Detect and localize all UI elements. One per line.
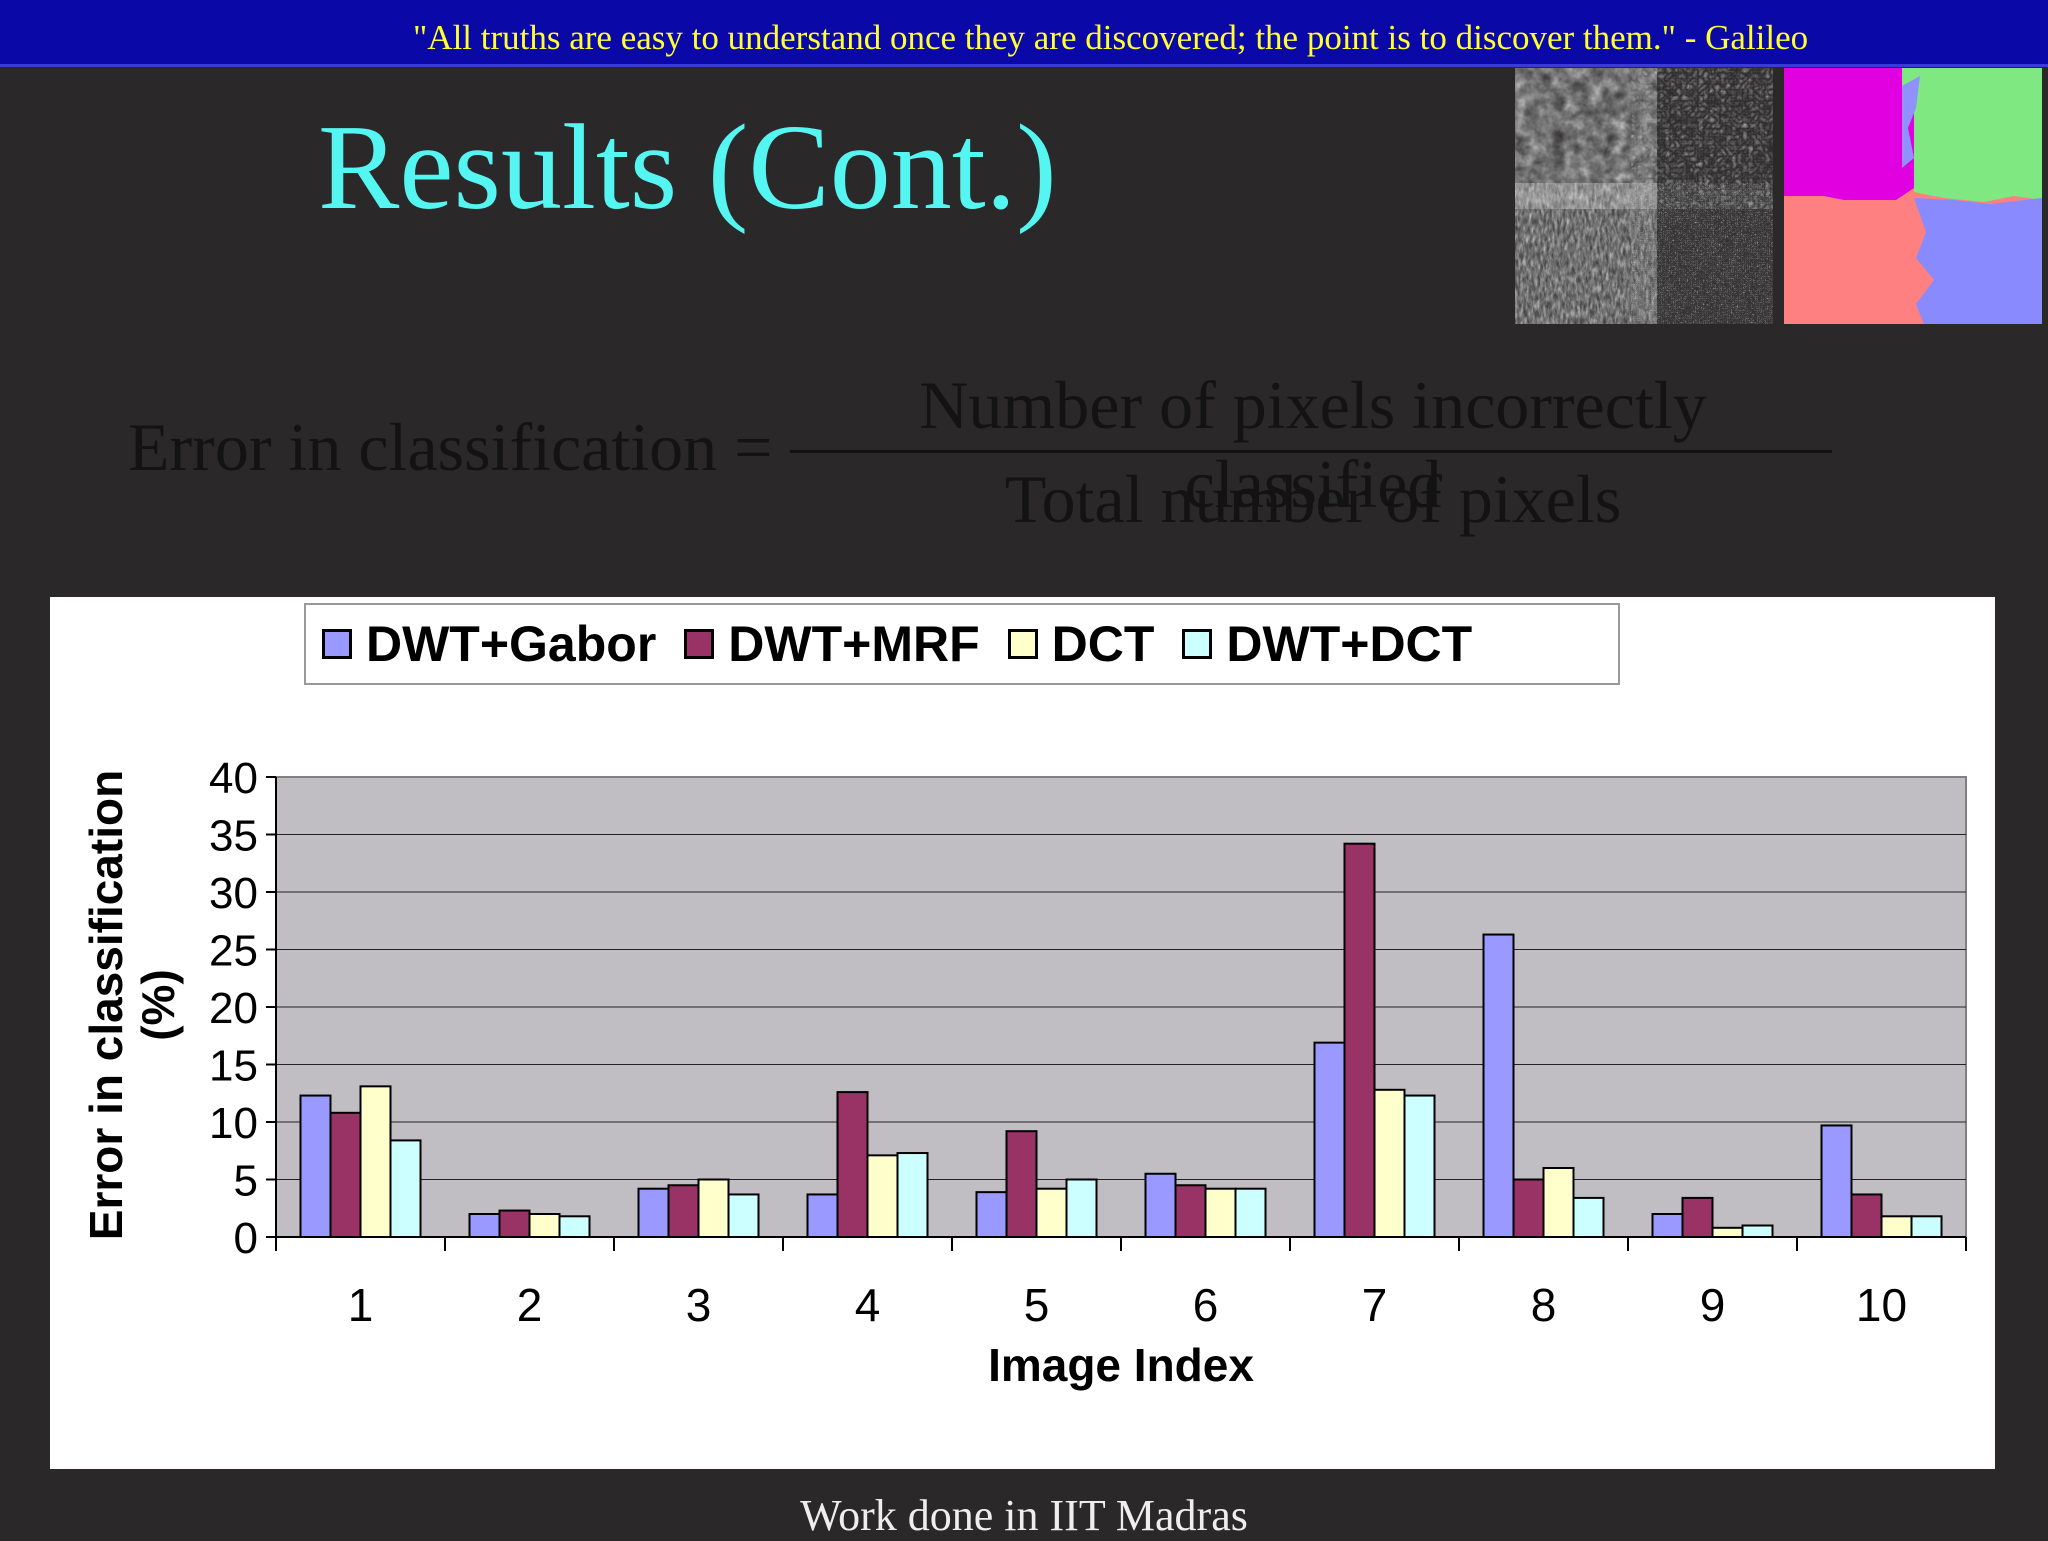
bar xyxy=(896,1152,929,1238)
bar xyxy=(1234,1187,1267,1239)
legend-item-dwt-dct: DWT+DCT xyxy=(1182,615,1472,673)
x-tick-label: 7 xyxy=(1362,1279,1388,1331)
bar xyxy=(1174,1184,1207,1238)
bar xyxy=(299,1094,332,1238)
bar xyxy=(667,1184,700,1238)
y-tick-label: 25 xyxy=(209,927,258,976)
bar xyxy=(1204,1187,1237,1239)
legend-swatch-dwt-dct xyxy=(1182,629,1213,659)
bar xyxy=(727,1193,760,1239)
bar xyxy=(1651,1213,1684,1238)
bar xyxy=(329,1111,362,1238)
y-tick-label: 30 xyxy=(209,869,258,918)
x-tick-label: 10 xyxy=(1856,1279,1907,1331)
bar xyxy=(1681,1196,1714,1239)
x-tick-label: 1 xyxy=(348,1279,374,1331)
bar xyxy=(528,1213,561,1238)
legend-item-dwt-gabor: DWT+Gabor xyxy=(322,615,656,673)
bar xyxy=(836,1091,869,1238)
quote-banner: "All truths are easy to understand once … xyxy=(0,0,2048,67)
bar xyxy=(1542,1167,1575,1238)
bar xyxy=(1741,1224,1774,1238)
bar xyxy=(637,1187,670,1239)
legend-item-dct: DCT xyxy=(1007,615,1155,673)
legend-swatch-dwt-mrf xyxy=(684,629,715,659)
x-tick-label: 6 xyxy=(1193,1279,1219,1331)
legend-label: DWT+DCT xyxy=(1226,616,1473,672)
y-tick-label: 20 xyxy=(209,984,258,1033)
bar xyxy=(1512,1178,1545,1238)
y-tick-label: 40 xyxy=(209,754,258,803)
legend-label: DCT xyxy=(1051,616,1155,672)
bar xyxy=(1880,1215,1913,1238)
bar xyxy=(697,1178,730,1238)
bar xyxy=(558,1215,591,1238)
formula-numerator: Number of pixels incorrectly classified xyxy=(919,367,1707,522)
bar-chart: 0 5 10 15 20 25 30 35 40 1 2 3 4 5 6 7 8 9 10 Image Index Er… xyxy=(80,754,1967,1391)
footer-note: Work done in IIT Madras xyxy=(800,1491,1248,1540)
x-tick-label: 8 xyxy=(1531,1279,1557,1331)
bar xyxy=(389,1139,422,1239)
y-tick-label: 0 xyxy=(234,1214,258,1263)
bar xyxy=(1373,1088,1406,1238)
bar xyxy=(1711,1226,1744,1238)
slide-title: Results (Cont.) xyxy=(318,100,1057,235)
chart-panel: DWT+Gabor DWT+MRF DCT DWT+DCT 0 5 10 15 20 25… xyxy=(50,597,1995,1469)
legend-swatch-dct xyxy=(1007,629,1038,659)
segmentation-result-image xyxy=(1784,68,2042,324)
y-tick-label: 5 xyxy=(234,1157,258,1206)
bar xyxy=(866,1154,899,1238)
x-axis-title: Image Index xyxy=(988,1339,1254,1391)
y-tick-label: 10 xyxy=(209,1099,258,1148)
bar xyxy=(359,1085,392,1238)
bar xyxy=(1572,1196,1605,1239)
fraction-bar xyxy=(790,450,1832,453)
galileo-quote: "All truths are easy to understand once … xyxy=(413,18,1809,57)
x-tick-label: 4 xyxy=(855,1279,881,1331)
bar xyxy=(1820,1124,1853,1239)
bar xyxy=(1035,1187,1068,1239)
bar xyxy=(806,1193,839,1239)
bar xyxy=(498,1209,531,1238)
y-axis-title: Error in classification(%) xyxy=(80,770,184,1240)
bar xyxy=(1403,1094,1436,1238)
formula-lhs: Error in classification = xyxy=(128,409,773,485)
x-tick-label: 2 xyxy=(517,1279,543,1331)
legend-item-dwt-mrf: DWT+MRF xyxy=(684,615,980,673)
bar xyxy=(1005,1130,1038,1239)
y-tick-label: 15 xyxy=(209,1042,258,1091)
bar xyxy=(1065,1178,1098,1238)
texture-mosaic-image xyxy=(1515,68,1773,324)
bar xyxy=(468,1213,501,1238)
legend-label: DWT+MRF xyxy=(728,616,980,672)
bar xyxy=(1482,933,1515,1238)
bar xyxy=(1343,842,1376,1238)
x-tick-label: 5 xyxy=(1024,1279,1050,1331)
chart-legend: DWT+Gabor DWT+MRF DCT DWT+DCT xyxy=(304,603,1620,685)
bar xyxy=(975,1191,1008,1239)
x-tick-label: 9 xyxy=(1700,1279,1726,1331)
bar xyxy=(1144,1172,1177,1238)
bar xyxy=(1910,1215,1943,1238)
legend-label: DWT+Gabor xyxy=(366,616,657,672)
legend-swatch-dwt-gabor xyxy=(322,629,352,659)
bar xyxy=(1313,1041,1346,1238)
formula-denominator: Total number of pixels xyxy=(1004,461,1622,537)
y-tick-label: 35 xyxy=(209,812,258,861)
bar xyxy=(1850,1193,1883,1239)
x-tick-label: 3 xyxy=(686,1279,712,1331)
